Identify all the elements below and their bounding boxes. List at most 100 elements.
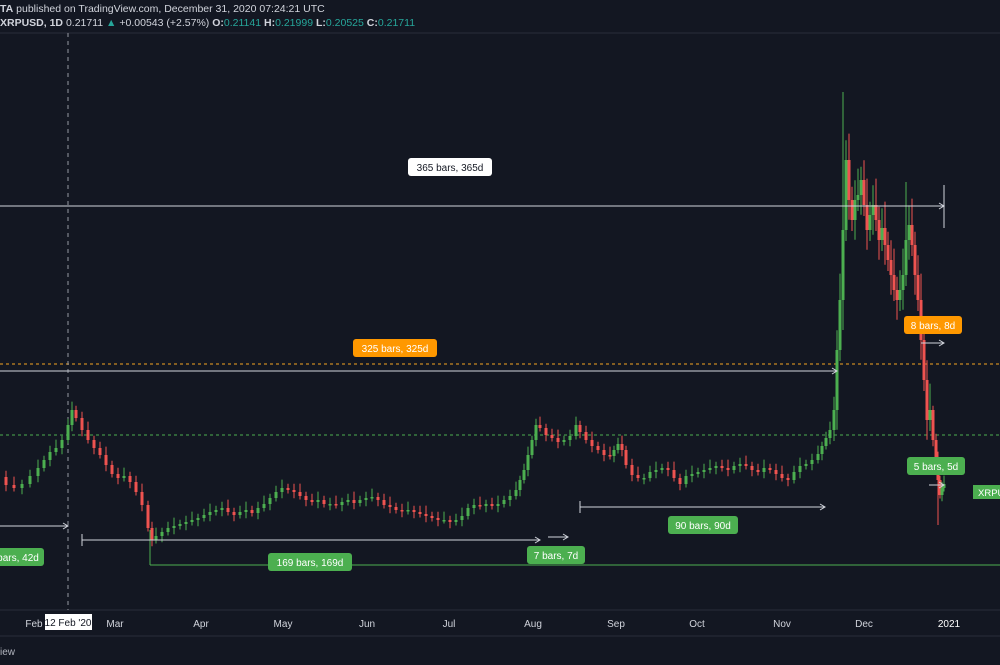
x-tick-label: Sep [607,619,625,630]
candles-group [4,133,946,547]
candle-body [250,510,254,513]
candle-body [538,425,542,428]
candle-body [642,478,646,480]
price-change: +0.00543 (+2.57%) [119,17,210,29]
candle-body [522,470,526,480]
candle-body [931,410,935,440]
range-label: bars, 42d [0,553,39,564]
candle-body [530,440,534,455]
candle-body [877,220,881,240]
last-price-tag: XRPU [978,488,1000,499]
crosshair-date-label: 12 Feb '20 [45,618,92,629]
high-value: 0.21999 [275,17,314,29]
candle-body [889,260,893,275]
candle-body [394,507,398,510]
candle-body [856,195,860,200]
candle-body [244,510,248,512]
candle-body [726,468,730,470]
x-tick-label: Apr [193,619,209,630]
candle-body [274,492,278,498]
candle-body [832,410,836,430]
candle-body [154,536,158,540]
candle-body [54,448,58,452]
arrow-5d-head [938,481,945,489]
candle-body [820,446,824,454]
candle-body [798,466,802,472]
candle-body [388,505,392,507]
candle-body [202,515,206,518]
candle-body [550,435,554,438]
candle-body [190,520,194,522]
candle-body [66,425,70,440]
candle-body [762,468,766,472]
candle-body [184,522,188,524]
candle-body [714,466,718,468]
candle-body [774,470,778,474]
candle-body [116,474,120,478]
candle-body [346,500,350,502]
candle-body [883,228,887,245]
candle-body [648,472,652,478]
publish-line: TA published on TradingView.com, Decembe… [0,3,325,15]
candle-body [518,480,522,490]
x-tick-label: Mar [106,619,124,630]
candle-body [328,504,332,506]
arrow-7d-head [562,533,569,541]
candle-body [844,160,848,230]
candle-body [940,488,944,495]
candle-body [922,340,926,380]
candle-body [868,215,872,230]
candle-body [886,245,890,260]
candle-body [738,464,742,466]
candle-body [850,200,854,220]
candle-body [256,508,260,513]
range-label: 8 bars, 8d [911,321,955,332]
candle-body [874,205,878,220]
candle-body [568,436,572,440]
candle-body [406,510,410,512]
candle-body [596,446,600,450]
candle-body [340,502,344,505]
range-label: 5 bars, 5d [914,462,958,473]
candle-body [526,455,530,470]
high-label: H: [263,17,276,29]
candle-body [916,275,920,300]
candle-body [442,520,446,522]
candle-body [322,500,326,504]
candle-body [262,504,266,508]
candle-body [562,440,566,442]
x-tick-label: Nov [773,619,791,630]
candle-body [750,466,754,470]
candle-body [612,450,616,456]
candle-body [214,510,218,512]
candle-body [871,205,875,215]
candle-body [895,290,899,300]
candle-body [232,512,236,515]
last-price: 0.21711 [65,17,104,29]
candle-body [4,477,8,485]
candle-body [696,472,700,474]
candle-body [666,468,670,470]
candle-body [684,476,688,484]
candle-body [376,497,380,500]
candle-body [86,430,90,440]
candle-body [913,245,917,275]
candle-body [654,470,658,472]
x-tick-label: Jun [359,619,375,630]
candle-body [534,425,538,440]
author-name: TA [0,3,14,15]
low-label: L: [315,17,326,29]
tradingview-footer: iew [0,647,16,658]
candle-body [20,484,24,488]
candle-body [804,464,808,466]
candle-body [859,180,863,195]
candle-body [226,508,230,512]
candle-body [310,500,314,502]
candle-body [630,465,634,475]
candle-body [220,508,224,510]
x-tick-label: Aug [524,619,542,630]
candle-body [590,440,594,446]
close-label: C: [366,17,378,29]
